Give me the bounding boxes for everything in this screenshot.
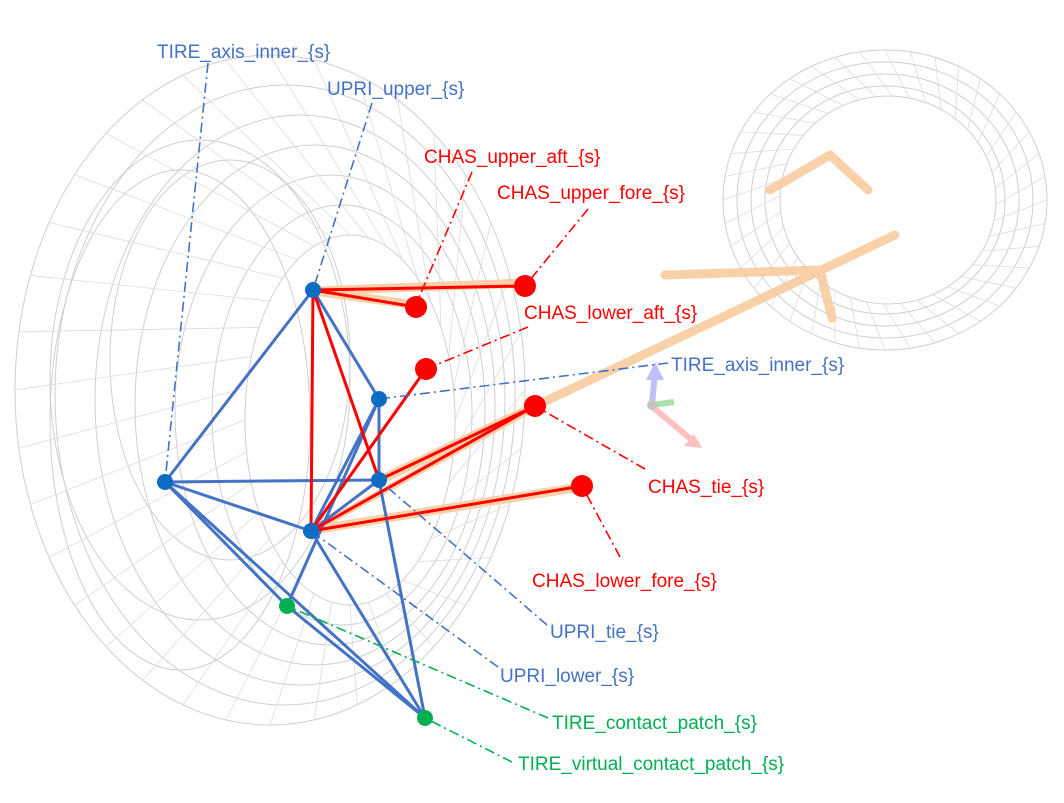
label-upri-lower: UPRI_lower_{s} — [500, 666, 634, 687]
coordinate-axes-icon — [646, 362, 702, 448]
label-tire-contact-patch: TIRE_contact_patch_{s} — [552, 713, 757, 734]
node-tire-contact-patch — [417, 710, 433, 726]
label-upri-tie: UPRI_tie_{s} — [550, 622, 659, 643]
node-upri-lower — [303, 523, 319, 539]
label-chas-lower-aft: CHAS_lower_aft_{s} — [524, 303, 697, 324]
node-upri-upper — [305, 282, 321, 298]
node-tire-axis-inner-left — [157, 474, 173, 490]
node-chas-lower-fore — [571, 475, 593, 497]
node-tire-axis-inner-right — [371, 391, 387, 407]
label-tire-virtual-contact-patch: TIRE_virtual_contact_patch_{s} — [518, 754, 784, 775]
upright-nodes — [157, 282, 387, 539]
label-chas-lower-fore: CHAS_lower_fore_{s} — [532, 571, 717, 592]
node-chas-lower-aft — [415, 358, 437, 380]
node-chas-tie — [524, 395, 546, 417]
node-chas-upper-aft — [405, 296, 427, 318]
node-upri-tie — [371, 472, 387, 488]
suspension-members — [308, 150, 900, 535]
chassis-nodes — [405, 275, 593, 497]
label-chas-upper-fore: CHAS_upper_fore_{s} — [497, 183, 685, 204]
tire-wireframe-right-mesh — [722, 49, 1048, 351]
label-tire-axis-inner-top: TIRE_axis_inner_{s} — [157, 42, 330, 63]
upright-links — [163, 288, 427, 720]
label-upri-upper: UPRI_upper_{s} — [327, 79, 464, 100]
leader-lines — [164, 62, 669, 763]
label-chas-upper-aft: CHAS_upper_aft_{s} — [424, 147, 600, 168]
node-tire-virtual-contact-patch — [279, 598, 295, 614]
chassis-links — [309, 284, 584, 533]
node-chas-upper-fore — [514, 275, 536, 297]
label-tire-axis-inner-right: TIRE_axis_inner_{s} — [671, 355, 844, 376]
label-chas-tie: CHAS_tie_{s} — [648, 477, 764, 498]
tire-nodes — [279, 598, 433, 726]
labels: TIRE_axis_inner_{s} UPRI_upper_{s} CHAS_… — [157, 42, 844, 775]
